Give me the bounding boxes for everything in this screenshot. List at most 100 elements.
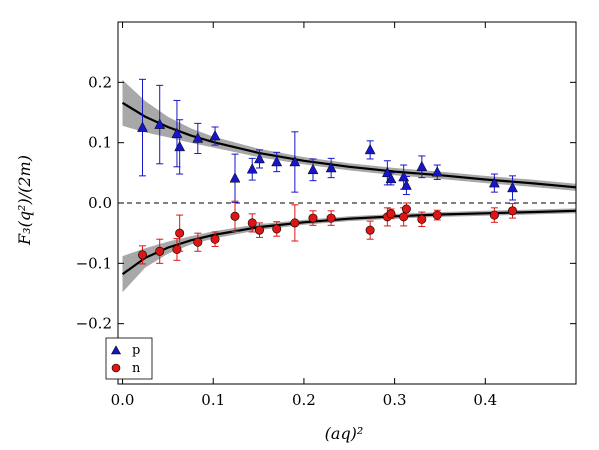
marker-p [246,163,258,174]
x-tick-label: 0.1 [201,391,225,409]
marker-p [431,166,443,177]
data-point-p [209,126,221,146]
marker-n [386,209,396,219]
x-tick-label: 0.2 [292,391,316,409]
marker-n [155,246,165,256]
data-point-p [385,172,397,186]
data-point-p [364,140,376,160]
marker-p [507,181,518,193]
data-point-p [325,157,337,179]
data-point-n [326,210,336,226]
data-point-n [254,222,264,238]
marker-p [154,118,166,129]
data-point-n [401,202,411,216]
marker-p [381,166,393,178]
marker-p [416,160,428,172]
marker-n [290,218,300,228]
marker-n [432,210,442,220]
data-point-n [137,245,147,265]
marker-n [508,206,518,216]
fit-curve-p [121,101,577,189]
data-point-p [192,122,204,155]
plot-area [118,78,577,293]
x-axis-label: (aq)² [325,424,364,443]
marker-p [174,140,186,152]
marker-p [192,132,204,143]
data-point-p [246,157,258,181]
data-point-n [417,211,427,228]
y-tick-label: 0.2 [88,73,112,91]
data-point-p [229,153,241,203]
data-point-n [365,220,375,240]
fit-band-p [122,79,576,191]
data-point-p [254,149,265,169]
data-point-n [386,208,396,220]
data-point-n [308,210,318,226]
legend-box [105,337,153,380]
marker-n [193,237,203,247]
marker-n [365,225,375,235]
x-tick-label: 0.3 [383,391,407,409]
data-point-p [431,164,443,180]
data-point-p [488,173,500,193]
marker-n [401,204,411,214]
marker-p [289,155,301,167]
marker-p [229,172,241,183]
data-point-n [508,203,518,219]
marker-n [254,225,264,235]
data-point-n [489,207,499,223]
data-point-p [289,131,301,193]
data-point-p [174,119,186,175]
marker-n [137,250,147,260]
x-tick-label: 0.4 [473,391,497,409]
data-point-p [137,78,148,177]
y-tick-label: −0.1 [76,254,112,272]
marker-p [254,152,265,164]
data-point-n [175,214,185,252]
data-point-n [247,213,257,233]
marker-p [209,129,221,141]
marker-n [247,218,257,228]
data-point-n [230,200,240,232]
marker-n [489,210,499,220]
data-point-n [155,238,165,264]
y-tick-label: 0.1 [88,134,112,152]
data-point-n [193,232,203,252]
y-tick-label: −0.2 [76,315,112,333]
marker-p [325,161,337,173]
data-point-n [290,204,300,242]
legend-label-n: n [132,361,141,376]
axes: 0.0 0.1 0.2 0.3 0.4 0.2 0.1 0.0 −0.1 −0.2 [76,21,577,409]
marker-p [364,143,376,155]
marker-p [400,179,412,190]
data-point-p [307,158,319,182]
data-point-p [271,151,283,173]
legend-marker-n [111,363,121,373]
y-axis-label: F₃(q²)/(2m) [15,155,34,246]
data-point-n [432,209,442,221]
data-point-p [416,155,428,179]
marker-n [175,228,185,238]
marker-n [308,213,318,223]
marker-p [137,121,148,132]
data-point-n [172,238,182,261]
marker-n [230,211,240,221]
data-point-n [272,221,282,237]
marker-n [326,213,336,223]
fit-curve-n [121,209,577,276]
marker-n [272,224,282,234]
data-point-p [154,84,166,165]
data-point-p [400,175,412,196]
marker-p [385,172,397,184]
marker-p [488,177,500,188]
data-point-n [210,231,220,247]
y-tick-label: 0.0 [88,194,112,212]
legend-marker-p [110,345,122,355]
marker-p [271,155,283,167]
marker-p [307,163,319,175]
x-tick-label: 0.0 [111,391,135,409]
legend: p n [105,337,153,380]
marker-n [417,214,427,224]
marker-n [210,234,220,244]
